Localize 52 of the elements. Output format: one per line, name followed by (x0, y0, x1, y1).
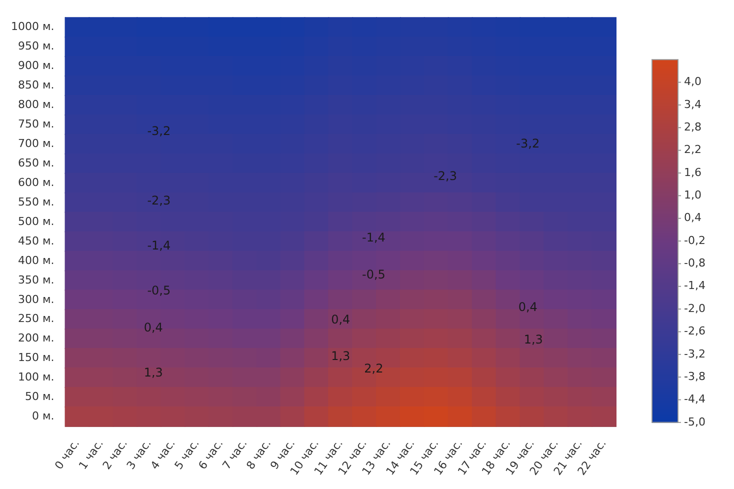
annotation: -0,5 (147, 284, 171, 298)
annotation: -3,2 (147, 124, 171, 138)
y-tick-label: 200 м. (18, 332, 54, 345)
color-bar-label: 2,8 (684, 120, 702, 134)
y-tick-label: 1000 м. (10, 20, 54, 34)
color-bar-label: -1,4 (684, 279, 706, 292)
y-tick-label: 150 м. (18, 351, 54, 364)
color-bar-label: 3,4 (684, 98, 702, 111)
y-tick-label: 50 м. (24, 390, 54, 404)
annotation: 1,3 (524, 332, 543, 347)
annotation: -0,5 (362, 267, 386, 282)
color-bar-label: -5,0 (684, 415, 706, 428)
y-tick-label: 950 м. (18, 40, 54, 53)
y-tick-label: 550 м. (18, 195, 54, 208)
y-tick-label: 500 м. (18, 214, 54, 228)
y-tick-label: 800 м. (18, 98, 54, 112)
annotation: -1,4 (147, 238, 171, 253)
y-tick-label: 900 м. (18, 59, 54, 72)
color-bar-label: -3,8 (684, 370, 706, 383)
color-bar-label: 1,6 (684, 166, 702, 179)
color-bar-label: -4,4 (684, 392, 706, 406)
color-bar-label: -2,0 (684, 302, 706, 315)
color-bar-label: -3,2 (684, 347, 706, 360)
annotation: -3,2 (516, 136, 540, 150)
color-bar-label: 4,0 (684, 75, 702, 88)
annotation: 0,4 (144, 320, 163, 334)
y-tick-label: 350 м. (18, 273, 54, 286)
color-bar-label: -0,2 (684, 234, 706, 247)
y-tick-label: 100 м. (18, 370, 54, 384)
color-bar-label: 1,0 (684, 188, 702, 202)
annotation: 0,4 (518, 300, 538, 314)
y-tick-label: 700 м. (18, 137, 54, 150)
annotation: 1,3 (144, 365, 163, 380)
annotation: -2,3 (434, 169, 457, 184)
y-tick-label: 750 м. (18, 118, 54, 131)
color-bar-label: 2,2 (684, 143, 702, 156)
color-bar-label: -0,8 (684, 256, 706, 270)
color-bar-label: -2,6 (684, 324, 706, 338)
annotation: -1,4 (362, 230, 386, 244)
annotation: -2,3 (147, 194, 171, 208)
y-tick-label: 650 м. (18, 156, 54, 170)
y-tick-label: 450 м. (18, 234, 54, 248)
annotation: 1,3 (331, 349, 350, 364)
annotation: 0,4 (331, 312, 350, 326)
color-bar-label: 0,4 (684, 211, 702, 224)
y-tick-label: 0 м. (32, 410, 54, 423)
y-tick-label: 850 м. (18, 78, 54, 92)
annotation: 2,2 (364, 361, 384, 376)
y-tick-label: 600 м. (18, 176, 54, 189)
y-tick-label: 300 м. (18, 292, 54, 306)
y-tick-label: 400 м. (18, 254, 54, 267)
y-tick-label: 250 м. (18, 312, 54, 326)
